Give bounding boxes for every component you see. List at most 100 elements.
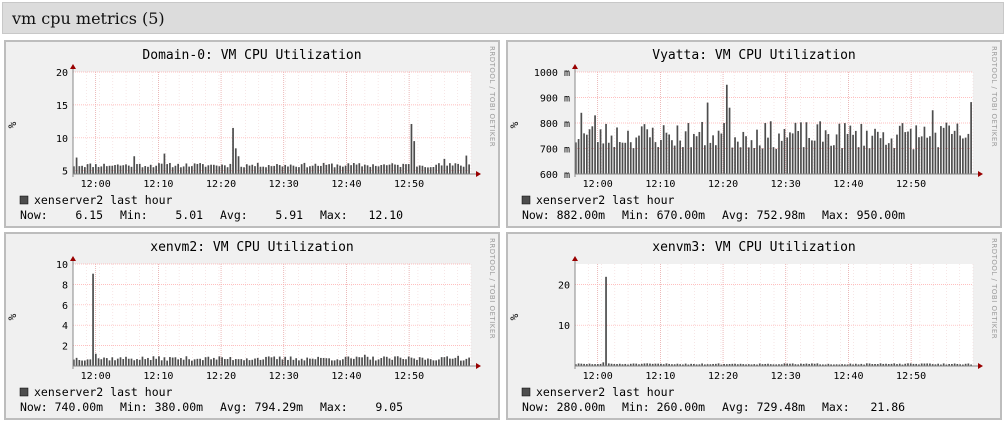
chart-bar <box>147 166 149 174</box>
chart-bar <box>160 163 163 174</box>
x-tick-label: 12:20 <box>708 371 738 382</box>
chart-bar <box>871 364 874 366</box>
chart-bar <box>920 363 923 366</box>
chart-bar <box>212 357 215 366</box>
chart-bar <box>341 166 344 174</box>
chart-bar <box>185 356 188 366</box>
chart-bar <box>240 166 243 174</box>
chart-bar <box>339 360 341 366</box>
chart-bar <box>805 122 808 174</box>
chart-bar <box>857 364 860 366</box>
chart-bar <box>388 164 391 174</box>
chart-bar <box>731 147 734 174</box>
chart-bar <box>882 363 885 366</box>
chart-bar <box>407 164 410 174</box>
chart-bar <box>196 358 199 366</box>
chart-bar <box>942 363 945 366</box>
chart-bar <box>259 359 262 366</box>
chart-bar <box>155 165 158 174</box>
chart-bar <box>753 364 756 366</box>
chart-bar <box>86 164 89 174</box>
chart-bar <box>218 166 221 174</box>
chart-bar <box>940 364 942 366</box>
chart-bar <box>149 164 152 174</box>
chart-bar <box>646 363 649 366</box>
chart-bar <box>119 357 122 366</box>
chart-bar <box>775 364 778 366</box>
legend-stat-max: Max: 9.05 <box>320 400 403 414</box>
chart-bar <box>602 143 605 174</box>
chart-bar <box>736 141 739 174</box>
chart-panel-xenvm2[interactable]: 12:00 12:10 12:20 12:30 12:40 12:50 2 4 6 8 10 xenv… <box>4 232 500 420</box>
chart-bar <box>355 356 358 366</box>
y-axis-label: % <box>6 121 19 128</box>
chart-bar <box>616 364 618 366</box>
chart-bar <box>457 355 459 366</box>
chart-bar <box>824 364 827 366</box>
legend-stat-now: Now: 882.00m <box>522 208 605 222</box>
chart-bar <box>108 165 111 174</box>
chart-bar <box>591 126 594 174</box>
chart-bar <box>786 137 789 174</box>
chart-bar <box>468 164 470 174</box>
chart-bar <box>460 165 462 174</box>
chart-bar <box>171 357 174 366</box>
chart-panel-xenvm3[interactable]: 12:00 12:10 12:20 12:30 12:40 12:50 10 20 xenvm3… <box>506 232 1002 420</box>
chart-bar <box>704 364 706 366</box>
chart-bar <box>111 357 114 366</box>
chart-bar <box>764 363 767 366</box>
chart-bar <box>649 363 651 366</box>
chart-bar <box>959 135 961 174</box>
chart-bar <box>698 364 701 366</box>
chart-bar <box>660 363 662 366</box>
chart-bar <box>424 167 427 174</box>
chart-bar <box>440 165 443 174</box>
chart-bar <box>245 358 248 366</box>
chart-bar <box>281 166 284 174</box>
chart-bar <box>912 149 915 174</box>
legend-swatch <box>521 195 531 205</box>
chart-bar <box>317 356 319 366</box>
chart-bar <box>841 148 843 174</box>
x-tick-label: 12:50 <box>896 179 926 190</box>
chart-bar <box>243 360 245 366</box>
chart-bar <box>446 356 448 366</box>
chart-bar <box>438 163 440 174</box>
chart-bar <box>144 166 147 174</box>
chart-bar <box>607 363 610 366</box>
chart-bar <box>86 359 89 366</box>
chart-bar <box>81 360 83 366</box>
chart-bar <box>714 145 717 174</box>
chart-bar <box>254 358 256 366</box>
chart-bar <box>256 162 259 174</box>
chart-bar <box>662 125 665 174</box>
chart-bar <box>624 363 627 366</box>
y-tick-label: 600 m <box>540 170 570 181</box>
chart-bar <box>169 357 171 366</box>
chart-bar <box>885 363 887 366</box>
chart-bar <box>287 359 289 366</box>
chart-bar <box>646 129 649 174</box>
chart-bar <box>802 363 805 366</box>
chart-bar <box>358 357 361 366</box>
chart-panel-domain0[interactable]: 12:00 12:10 12:20 12:30 12:40 12:50 5 10 15 20 Dom… <box>4 40 500 228</box>
x-tick-label: 12:00 <box>583 371 613 382</box>
chart-bar <box>827 363 830 366</box>
chart-bar <box>843 123 846 174</box>
chart-bar <box>712 135 714 174</box>
chart-bar <box>396 356 399 366</box>
chart-bar <box>931 364 934 366</box>
chart-bar <box>138 359 141 366</box>
x-tick-label: 12:10 <box>143 179 173 190</box>
chart-bar <box>75 357 78 366</box>
chart-bar <box>701 363 703 366</box>
chart-bar <box>778 364 780 366</box>
chart-bar <box>811 363 813 366</box>
chart-bar <box>918 364 920 366</box>
chart-bar <box>783 128 786 174</box>
chart-panel-vyatta[interactable]: 12:00 12:10 12:20 12:30 12:40 12:50 600 m 700 m… <box>506 40 1002 228</box>
chart-bar <box>339 165 341 174</box>
chart-bar <box>865 130 868 174</box>
chart-bar <box>819 121 821 174</box>
chart-bar <box>457 163 459 174</box>
